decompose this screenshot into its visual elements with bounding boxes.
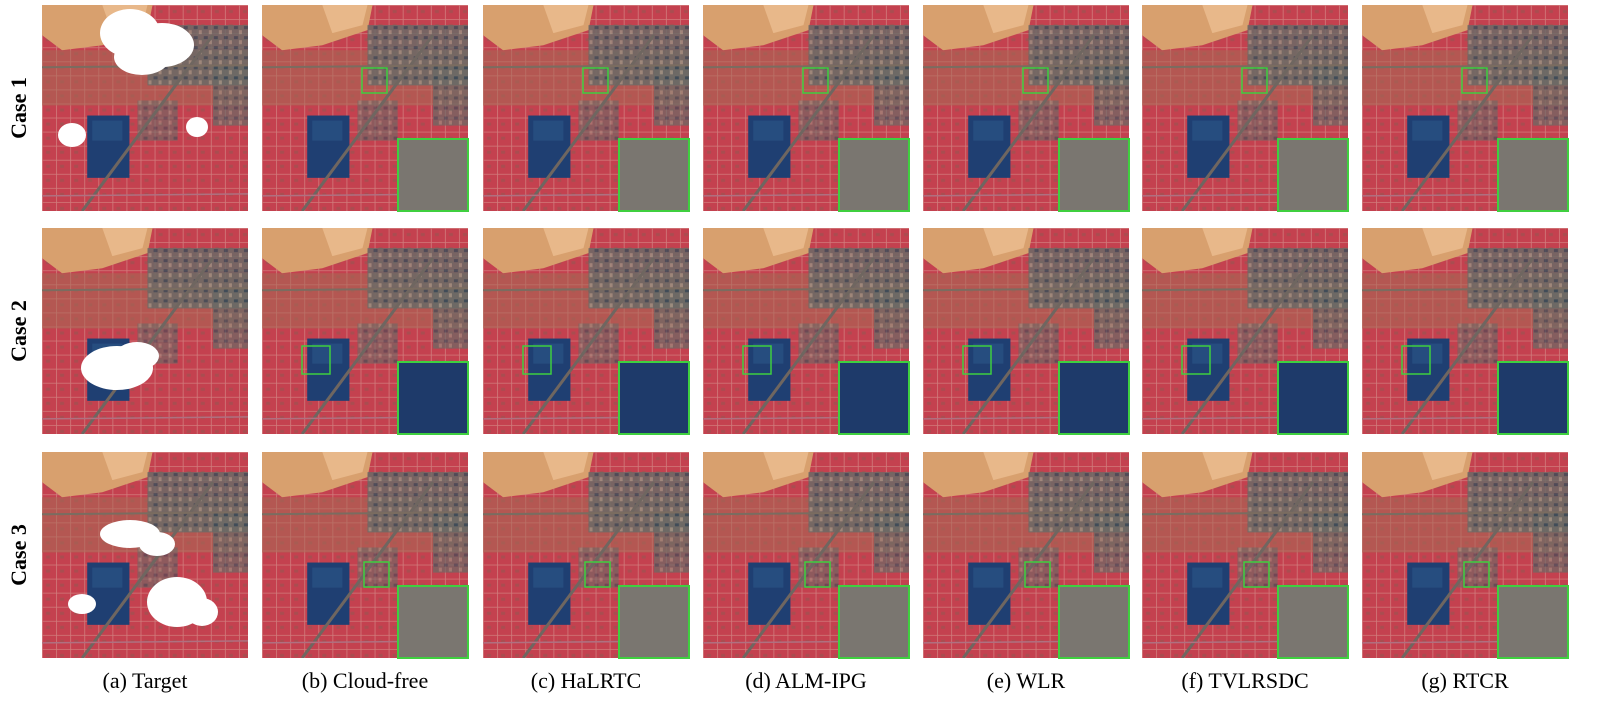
- image-cell: [923, 228, 1129, 434]
- zoom-inset: [1498, 362, 1568, 434]
- image-cell: [923, 5, 1129, 211]
- image-cell: [42, 228, 248, 434]
- image-cell: [262, 452, 468, 658]
- image-cell: [42, 5, 248, 211]
- zoom-inset: [1059, 139, 1129, 211]
- image-cell: [1362, 228, 1568, 434]
- image-cell: [1362, 452, 1568, 658]
- column-label: (g) RTCR: [1421, 668, 1509, 693]
- cloud: [186, 598, 218, 626]
- zoom-inset: [1278, 139, 1348, 211]
- image-cell: [483, 228, 689, 434]
- image-cell: [703, 452, 909, 658]
- cloud: [68, 594, 96, 614]
- column-label: (f) TVLRSDC: [1181, 668, 1308, 693]
- zoom-inset: [619, 139, 689, 211]
- image-cell: [483, 452, 689, 658]
- zoom-inset: [398, 139, 468, 211]
- cloud: [139, 532, 175, 556]
- image-cell: [703, 5, 909, 211]
- column-label: (a) Target: [103, 668, 188, 693]
- image-cell: [1142, 5, 1348, 211]
- column-label: (d) ALM-IPG: [745, 668, 867, 693]
- zoom-inset: [619, 362, 689, 434]
- row-label: Case 1: [6, 77, 31, 139]
- cloud: [58, 123, 86, 147]
- zoom-inset: [1498, 139, 1568, 211]
- zoom-inset: [1059, 586, 1129, 658]
- cloud: [114, 39, 170, 75]
- column-label: (c) HaLRTC: [531, 668, 641, 693]
- zoom-inset: [1278, 362, 1348, 434]
- image-cell: [1362, 5, 1568, 211]
- image-cell: [1142, 228, 1348, 434]
- image-cell: [923, 452, 1129, 658]
- image-cell: [483, 5, 689, 211]
- zoom-inset: [839, 139, 909, 211]
- column-label: (e) WLR: [987, 668, 1066, 693]
- zoom-inset: [398, 362, 468, 434]
- zoom-inset: [1278, 586, 1348, 658]
- zoom-inset: [398, 586, 468, 658]
- row-label: Case 3: [6, 524, 31, 586]
- satellite-image: [42, 228, 248, 434]
- satellite-image: [42, 452, 248, 658]
- image-cell: [262, 5, 468, 211]
- column-label: (b) Cloud-free: [302, 668, 428, 693]
- zoom-inset: [1059, 362, 1129, 434]
- row-label: Case 2: [6, 300, 31, 362]
- image-cell: [703, 228, 909, 434]
- zoom-inset: [839, 586, 909, 658]
- figure: Case 1 Case 2 Case 3 (a) Target (b) Cloud-fr…: [0, 0, 1604, 708]
- cloud: [115, 342, 159, 370]
- zoom-inset: [619, 586, 689, 658]
- image-cell: [42, 452, 248, 658]
- image-cell: [1142, 452, 1348, 658]
- cloud: [186, 117, 208, 137]
- zoom-inset: [839, 362, 909, 434]
- image-cell: [262, 228, 468, 434]
- zoom-inset: [1498, 586, 1568, 658]
